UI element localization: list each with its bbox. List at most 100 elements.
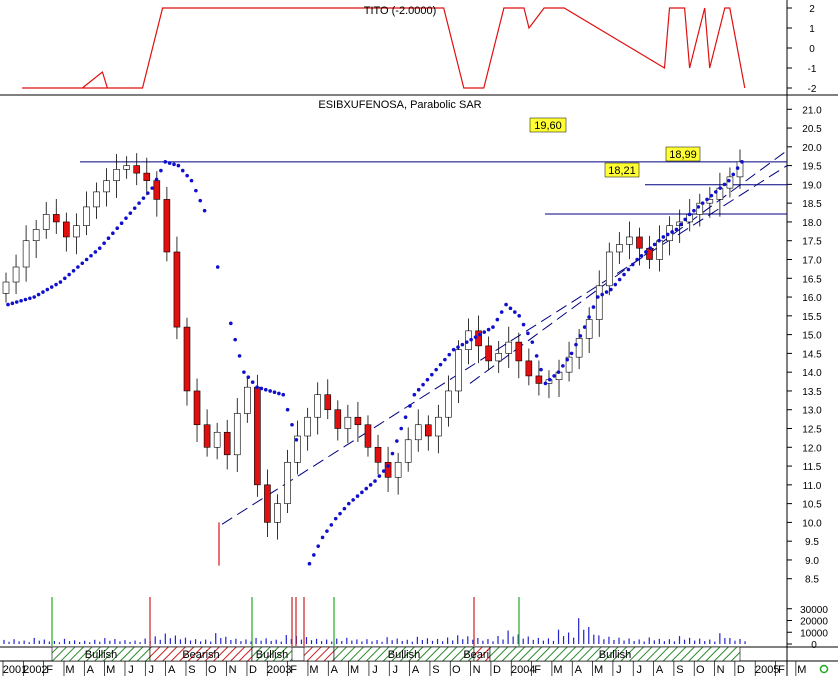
sar-dot [146,191,150,195]
sar-dot [263,387,268,392]
sar-dot [473,335,478,339]
candle-up [42,214,50,230]
signal-bar: Bullish Bearish Bullish Bullish Bearish Bulli… [51,646,741,662]
price-tick-label: 15.5 [802,312,822,323]
sar-dot [486,327,491,332]
sar-dot [587,315,591,319]
candle-down [133,165,141,174]
sar-dot [132,206,137,210]
candle-up [565,356,573,373]
sar-dot [700,201,705,205]
sar-dot [6,302,10,307]
signal-label: Bullish [599,649,631,661]
sar-dot [565,357,570,362]
sar-dot [281,392,286,397]
sar-dot [395,439,399,443]
indicator-tick-label: 0 [809,44,815,55]
time-tick-label: M [65,664,74,676]
sar-dot [517,314,521,318]
sar-dot [32,295,37,299]
candle-up [73,225,80,238]
sar-dot [351,498,355,502]
sar-dot [128,211,133,215]
candle-down [163,199,171,253]
main-chart-title: ESIBXUFENOSA, Parabolic SAR [318,99,481,111]
candle-up [656,240,663,260]
sar-dot [54,282,58,287]
price-label-1960: 19,60 [529,117,567,133]
sar-dot [521,322,526,327]
sar-dot [469,337,473,342]
sar-dot [416,387,421,392]
status-circle-icon[interactable] [819,664,829,674]
sar-dot [124,216,128,220]
time-tick-label: A [87,664,95,676]
sar-dot [194,188,198,193]
candle-down [223,431,231,456]
sar-dot [534,354,539,358]
sar-dot [150,186,154,190]
time-tick-label: A [656,664,664,676]
sar-dot [639,253,644,258]
candle-up [213,431,221,448]
sar-dot [377,474,382,478]
candle-down [63,221,70,238]
sar-dot [412,392,417,397]
candle-up [83,206,90,226]
sar-dot [705,197,709,202]
sar-dot [644,250,648,254]
candle-up [32,229,40,242]
price-tick-label: 17.5 [802,237,822,248]
sar-dot [250,380,255,384]
candle-down [52,214,60,223]
candle-down [193,390,201,426]
price-label-1821: 18,21 [604,162,640,178]
price-tick-label: 17.0 [802,255,822,266]
candle-up [585,319,593,339]
candle-up [344,416,352,429]
time-tick-label: J [128,664,134,676]
candle-up [626,236,633,245]
price-tick-label: 18.0 [802,218,822,229]
sar-dot [41,290,45,294]
sar-dot [285,407,290,412]
price-tick-label: 8.5 [805,575,819,586]
time-tick-label: 2005 [755,664,779,676]
sar-dot [45,287,50,292]
trendline-2 [469,150,788,384]
sar-dot [242,370,246,374]
sar-dot [229,321,233,326]
indicator-tick-label: -1 [808,64,817,75]
sar-dot [626,267,631,272]
sar-dot [508,306,513,311]
sar-dot [683,217,688,222]
price-tick-label: 9.5 [805,537,819,548]
price-tick-label: 11.0 [803,481,822,492]
sar-dot [652,242,657,247]
price-tick-label: 16.5 [802,274,822,285]
candle-down [173,251,181,328]
sar-dot [447,352,452,357]
signal-bullish-segment [251,646,293,662]
signal-label: Bearish [182,649,219,661]
sar-dot [272,390,277,394]
candle-down [324,394,332,411]
candle-down [143,172,151,181]
price-tick-label: 16.0 [802,293,822,304]
candle-up [616,244,623,253]
sar-dot [513,310,517,314]
candle-up [575,338,583,358]
time-tick-label: 2002 [23,664,47,676]
time-tick-label: N [717,664,725,676]
sar-dot [600,292,604,297]
sar-dot [185,173,189,178]
sar-dot [202,208,207,213]
sar-dot [438,362,443,367]
volume-tick-label: 0 [811,640,817,651]
time-tick-label: 2003 [267,664,291,676]
candle-up [304,416,311,437]
candle-up [455,349,462,392]
sar-dot [290,422,294,427]
indicator-line [22,7,746,89]
time-tick-label: J [149,664,155,676]
